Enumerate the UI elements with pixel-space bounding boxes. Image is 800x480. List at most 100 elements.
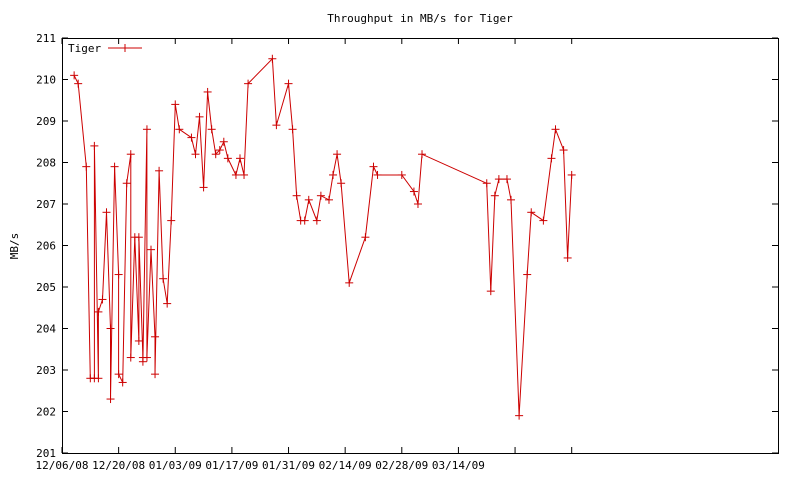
data-point bbox=[134, 336, 143, 345]
x-axis: 12/06/08 12/20/08 01/03/09 01/17/09 01/31/09… bbox=[36, 38, 573, 472]
y-tick-label: 202 bbox=[36, 406, 56, 419]
y-tick-label: 203 bbox=[36, 364, 56, 377]
data-point bbox=[203, 87, 212, 96]
data-point bbox=[482, 179, 491, 188]
data-point bbox=[547, 154, 556, 163]
data-point bbox=[94, 374, 103, 383]
data-point bbox=[244, 79, 253, 88]
data-point bbox=[146, 245, 155, 254]
data-point bbox=[195, 112, 204, 121]
series-layer bbox=[70, 54, 576, 420]
data-point bbox=[409, 187, 418, 196]
x-tick-label: 02/14/09 bbox=[319, 459, 372, 472]
data-point bbox=[361, 233, 370, 242]
legend-label-tiger: Tiger bbox=[68, 42, 101, 55]
data-point bbox=[373, 170, 382, 179]
data-point bbox=[151, 370, 160, 379]
data-point bbox=[90, 141, 99, 150]
y-tick-label: 211 bbox=[36, 32, 56, 45]
y-tick-label: 206 bbox=[36, 240, 56, 253]
data-point bbox=[304, 195, 313, 204]
y-tick-label: 204 bbox=[36, 323, 56, 336]
data-point bbox=[337, 179, 346, 188]
data-point bbox=[94, 307, 103, 316]
legend-marker-tiger bbox=[121, 44, 129, 52]
data-point bbox=[486, 287, 495, 296]
data-point bbox=[527, 208, 536, 217]
y-tick-label: 205 bbox=[36, 281, 56, 294]
data-point bbox=[155, 166, 164, 175]
data-point bbox=[268, 54, 277, 63]
y-tick-label: 208 bbox=[36, 157, 56, 170]
data-point bbox=[106, 324, 115, 333]
data-point bbox=[142, 125, 151, 134]
data-point bbox=[490, 191, 499, 200]
data-point bbox=[142, 353, 151, 362]
data-point bbox=[223, 154, 232, 163]
data-point bbox=[175, 125, 184, 134]
data-point bbox=[134, 233, 143, 242]
data-point bbox=[82, 162, 91, 171]
y-axis: 201 202 203 204 205 206 207 208 209 210 211 bbox=[36, 32, 778, 460]
chart-title: Throughput in MB/s for Tiger bbox=[327, 12, 513, 25]
data-point bbox=[171, 100, 180, 109]
data-point bbox=[563, 253, 572, 262]
series-line-tiger bbox=[73, 57, 573, 416]
y-axis-label: MB/s bbox=[8, 233, 21, 260]
y-tick-label: 207 bbox=[36, 198, 56, 211]
data-point bbox=[240, 170, 249, 179]
data-point bbox=[191, 150, 200, 159]
data-point bbox=[187, 133, 196, 142]
x-tick-label: 03/14/09 bbox=[432, 459, 485, 472]
data-point bbox=[345, 278, 354, 287]
data-point bbox=[413, 200, 422, 208]
data-point bbox=[494, 175, 503, 184]
data-point bbox=[151, 332, 160, 341]
data-point bbox=[559, 146, 568, 155]
data-point bbox=[219, 137, 228, 146]
data-point bbox=[300, 216, 309, 225]
x-tick-label: 01/31/09 bbox=[262, 459, 315, 472]
data-point bbox=[539, 216, 548, 225]
data-point bbox=[369, 162, 378, 171]
data-point bbox=[163, 299, 172, 308]
data-point bbox=[316, 191, 325, 200]
data-point bbox=[126, 150, 135, 159]
data-point bbox=[235, 154, 244, 163]
data-point bbox=[418, 150, 427, 159]
data-point bbox=[507, 195, 516, 204]
data-point bbox=[167, 216, 176, 225]
data-point bbox=[515, 411, 524, 420]
data-point bbox=[333, 150, 342, 159]
data-point bbox=[118, 378, 127, 387]
data-point bbox=[324, 195, 333, 204]
x-tick-label: 12/20/08 bbox=[92, 459, 145, 472]
data-point bbox=[397, 170, 406, 179]
legend: Tiger bbox=[68, 42, 142, 55]
data-point bbox=[70, 71, 79, 80]
data-point bbox=[288, 125, 297, 134]
x-tick-label: 12/06/08 bbox=[36, 459, 89, 472]
data-point bbox=[211, 150, 220, 159]
data-point bbox=[551, 125, 560, 134]
y-tick-label: 209 bbox=[36, 115, 56, 128]
data-point bbox=[126, 353, 135, 362]
data-point bbox=[114, 270, 123, 279]
data-point bbox=[74, 79, 83, 88]
data-point bbox=[523, 270, 532, 279]
data-point bbox=[106, 395, 115, 404]
x-tick-label: 02/28/09 bbox=[375, 459, 428, 472]
data-point bbox=[199, 183, 208, 192]
data-point bbox=[215, 146, 224, 155]
data-point bbox=[502, 175, 511, 184]
data-point bbox=[567, 170, 576, 179]
data-point bbox=[207, 125, 216, 134]
y-tick-label: 210 bbox=[36, 74, 56, 87]
data-point bbox=[98, 295, 107, 304]
data-point bbox=[122, 179, 131, 188]
y-tick-label: 201 bbox=[36, 447, 56, 460]
data-point bbox=[272, 121, 281, 130]
data-point bbox=[284, 79, 293, 88]
data-point bbox=[102, 208, 111, 217]
